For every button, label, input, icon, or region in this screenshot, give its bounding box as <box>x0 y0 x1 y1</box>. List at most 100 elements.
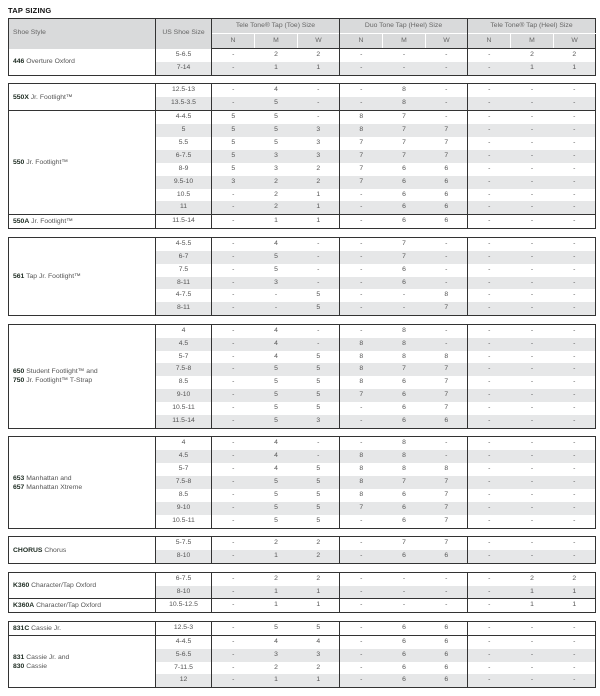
tap-size-cell: - <box>530 86 534 94</box>
tap-size-cell: - <box>467 598 511 613</box>
tap-size-cell: 7 <box>425 502 468 515</box>
table-row: 4-7.5 - - 5 - - 8 - - - <box>9 289 596 303</box>
tap-size-cell: - <box>425 337 468 351</box>
tap-size-cell: - <box>211 363 255 377</box>
tap-size-cell: 6 <box>382 550 426 564</box>
tap-size-cell: 5 <box>211 110 255 125</box>
table-row: 7-11.5 - 2 2 - 6 6 - - - <box>9 661 596 675</box>
us-shoe-size-cell: 8.5 <box>178 378 189 386</box>
tap-size-cell: - <box>467 376 511 390</box>
tap-size-cell: 8 <box>339 463 383 477</box>
tap-size-cell: 7 <box>425 389 468 403</box>
tap-size-cell: - <box>467 350 511 364</box>
tap-size-cell: - <box>211 634 255 649</box>
us-shoe-size-cell: 4.5 <box>155 337 212 351</box>
tap-size-cell: - <box>467 201 511 215</box>
tap-size-cell: 5 <box>211 162 255 176</box>
tap-size-cell: 3 <box>274 164 278 172</box>
tap-size-cell: - <box>553 550 596 564</box>
tap-size-cell: - <box>339 514 383 529</box>
tap-size-cell: - <box>339 550 383 564</box>
tap-size-cell: 1 <box>510 585 554 599</box>
tap-size-cell: 2 <box>297 550 340 564</box>
tap-size-cell: - <box>553 149 596 163</box>
tap-size-cell: - <box>211 324 255 338</box>
table-row: 4.5-4-8 8- - - - <box>9 450 596 464</box>
tap-size-cell: - <box>530 291 534 299</box>
tap-size-cell: - <box>467 489 511 502</box>
tap-size-cell: 8 <box>382 450 426 464</box>
us-shoe-size-cell: 5-7 <box>178 465 189 473</box>
tap-size-cell: 5 <box>274 378 278 386</box>
tap-size-cell: - <box>297 250 340 264</box>
tap-size-cell: 7 <box>382 250 426 264</box>
tap-size-cell: - <box>339 572 383 586</box>
tap-size-cell: - <box>530 164 534 172</box>
tap-size-cell: 5 <box>297 476 340 490</box>
tap-size-cell: - <box>553 110 596 125</box>
tap-size-cell: 1 <box>297 674 340 688</box>
tap-size-cell: - <box>553 389 596 403</box>
tap-size-cell: 5 <box>254 97 298 111</box>
tap-size-cell: 5 <box>211 136 255 150</box>
tap-size-cell: - <box>402 291 406 299</box>
tap-size-cell: - <box>553 214 596 229</box>
tap-size-cell: 2 <box>316 164 321 172</box>
style-name: Overture Oxford <box>26 58 75 66</box>
us-shoe-size-cell: 8-11 <box>155 276 212 290</box>
tap-size-cell: 6 <box>425 214 468 229</box>
tap-size-cell: 7 <box>382 476 426 490</box>
shoe-style-cell: 650 Student Footlight™ and 750 Jr. Footli… <box>8 324 156 429</box>
tap-size-cell: - <box>467 436 511 451</box>
tap-size-cell: - <box>211 214 255 229</box>
shoe-style-cell: 831 Cassie Jr. and 830 Cassie <box>8 634 156 688</box>
tap-size-cell: - <box>445 574 448 582</box>
shoe-style-line: 831 Cassie Jr. and <box>13 653 155 662</box>
tap-size-cell: - <box>467 585 511 599</box>
tap-size-cell: - <box>211 550 255 564</box>
tap-size-cell: - <box>211 250 255 264</box>
table-row: 6-7.5 5 3 3 7 7 7- - - <box>9 149 596 163</box>
tap-size-cell: 8 <box>339 489 383 502</box>
tap-size-cell: 6 <box>402 663 406 671</box>
header-group: Tele Tone® Tap (Toe) Size <box>211 18 340 34</box>
us-shoe-size-cell: 8-10 <box>155 585 212 599</box>
tap-size-cell: 2 <box>572 51 577 58</box>
us-shoe-size-cell: 5-6.5 <box>155 648 212 662</box>
tap-size-cell: - <box>573 465 576 473</box>
shoe-style-line: 550 Jr. Footlight™ <box>13 158 155 167</box>
tap-size-cell: - <box>467 363 511 377</box>
tap-size-cell: 5 <box>316 491 321 499</box>
tap-size-cell: - <box>339 48 383 62</box>
header-width-m: M <box>382 33 426 49</box>
table-row: 831 Cassie Jr. and 830 Cassie 4-4.5-4 4-6 6-… <box>8 634 596 688</box>
tap-size-cell: - <box>510 415 554 429</box>
tap-size-cell: - <box>467 415 511 429</box>
style-code: 650 <box>13 368 25 376</box>
tap-size-cell: - <box>553 124 596 137</box>
tap-size-cell: 1 <box>553 61 596 76</box>
tap-size-cell: 8 <box>444 291 449 299</box>
table-row: 561 Tap Jr. Footlight™ 4-5.5-4- -7- - - - <box>8 237 596 316</box>
header-width-n: N <box>467 33 511 49</box>
header-group: Duo Tone Tap (Heel) Size <box>338 18 468 34</box>
header-group: Tele Tone® Tap (Heel) Size <box>467 18 596 34</box>
tap-size-cell: 6 <box>402 378 406 386</box>
tap-size-cell: - <box>553 450 596 464</box>
tap-size-cell: - <box>445 239 448 247</box>
shoe-style-line: 657 Manhattan Xtreme <box>13 483 155 492</box>
tap-size-cell: 6 <box>402 491 406 499</box>
tap-size-cell: 5 <box>297 502 340 515</box>
tap-size-cell: - <box>510 149 554 163</box>
tap-size-cell: - <box>445 51 448 58</box>
tap-size-cell: 6 <box>382 674 426 688</box>
tap-size-cell: - <box>530 378 534 386</box>
tap-size-cell: 6 <box>402 404 406 412</box>
tap-size-cell: - <box>339 250 383 264</box>
tap-size-cell: 7 <box>339 136 383 150</box>
tap-size-cell: - <box>510 276 554 290</box>
table-row: 550 Jr. Footlight™ 4-4.5 5 5-8 7- - - - <box>8 110 596 215</box>
tap-size-cell: 8 <box>444 465 449 473</box>
tap-size-cell: - <box>211 83 255 98</box>
style-code: 550 <box>13 159 25 167</box>
